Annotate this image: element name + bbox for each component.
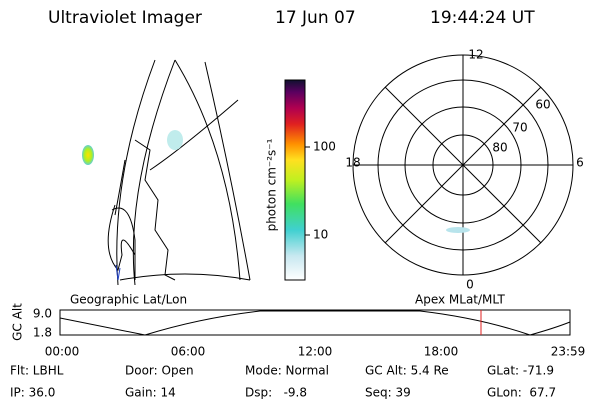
status-field: GC Alt: 5.4 Re [365, 364, 449, 378]
polar-plot: 12 18 6 0 60 70 80 [345, 48, 583, 292]
aurora-glow [167, 130, 183, 150]
orbit-box [59, 309, 571, 336]
orbit-x-tick: 23:59 [551, 345, 586, 359]
status-field: GLat: -71.9 [487, 364, 554, 378]
mlt-label: 0 [466, 278, 474, 292]
status-field: Dsp: -9.8 [245, 386, 307, 400]
mlt-label: 6 [576, 156, 584, 170]
orbit-x-tick: 06:00 [171, 345, 206, 359]
aurora-blob [82, 145, 94, 165]
mlt-label: 18 [345, 156, 360, 170]
orbit-y-tick: 1.8 [33, 326, 52, 340]
status-field: GLon: 67.7 [487, 386, 556, 400]
orbit-x-tick: 18:00 [424, 345, 459, 359]
left-panel-label: Geographic Lat/Lon [70, 293, 187, 307]
orbit-x-tick: 00:00 [45, 345, 80, 359]
time: 19:44:24 UT [430, 8, 535, 28]
status-field: Flt: LBHL [10, 364, 64, 378]
colorbar [284, 79, 306, 281]
status-field: Seq: 39 [365, 386, 411, 400]
app: Ultraviolet Imager 17 Jun 07 19:44:24 UT… [10, 8, 585, 400]
orbit-x-tick: 12:00 [298, 345, 333, 359]
status: Flt: LBHL Door: Open Mode: Normal GC Alt: 5… [10, 364, 556, 400]
colorbar-tick: 10 [313, 228, 328, 242]
mlt-label: 12 [468, 48, 483, 62]
orbit-y-label: GC Alt [11, 303, 25, 341]
geo-map [82, 59, 251, 286]
polar-label: Apex MLat/MLT [415, 293, 505, 307]
orbit-curve [59, 310, 571, 336]
status-field: Door: Open [125, 364, 194, 378]
lat-label: 70 [512, 121, 527, 135]
status-field: IP: 36.0 [10, 386, 55, 400]
status-field: Mode: Normal [245, 364, 329, 378]
colorbar-label: photon cm⁻²s⁻¹ [265, 138, 279, 231]
lat-label: 60 [535, 98, 550, 112]
orbit-y-tick: 9.0 [33, 307, 52, 321]
colorbar-tick: 100 [313, 140, 336, 154]
date: 17 Jun 07 [275, 8, 356, 28]
lat-label: 80 [492, 141, 507, 155]
status-field: Gain: 14 [125, 386, 176, 400]
title: Ultraviolet Imager [48, 8, 202, 28]
